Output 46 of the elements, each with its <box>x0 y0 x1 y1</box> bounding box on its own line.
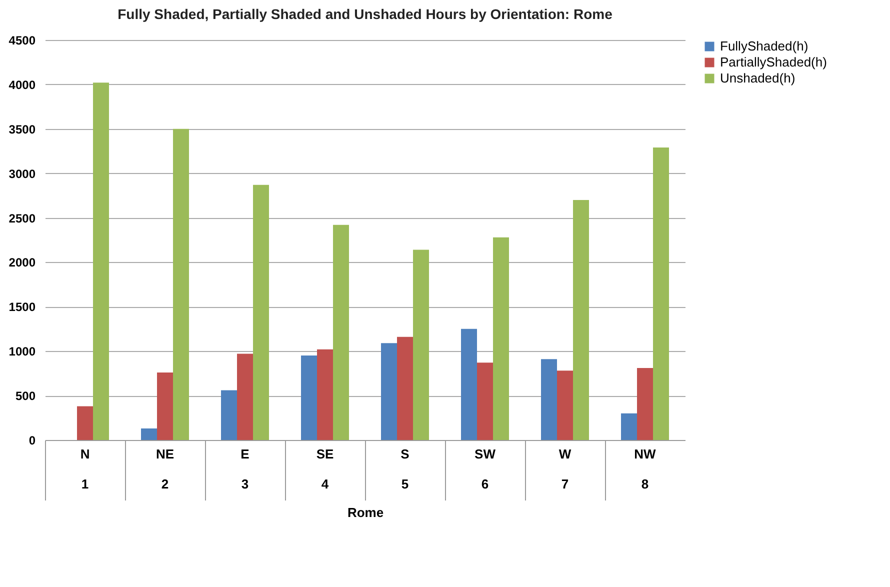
bar <box>493 237 509 440</box>
y-tick-label: 3500 <box>8 122 36 136</box>
x-tick-label: SW 6 <box>474 446 496 492</box>
bar <box>397 336 413 440</box>
bar <box>141 428 157 440</box>
bar <box>93 82 109 440</box>
bar <box>253 184 269 440</box>
bar <box>381 343 397 440</box>
bar <box>173 128 189 440</box>
bar <box>221 390 237 440</box>
bar <box>77 406 93 440</box>
y-tick-label: 2000 <box>8 256 36 270</box>
chart-title: Fully Shaded, Partially Shaded and Unshaded Hours by Orientation: Rome <box>118 6 613 22</box>
bar <box>621 413 637 440</box>
legend-label: Unshaded(h) <box>720 70 796 86</box>
bar <box>333 224 349 440</box>
legend-label: PartiallyShaded(h) <box>720 54 827 70</box>
y-tick-label: 0 <box>28 434 36 448</box>
y-tick-label: 1000 <box>8 344 36 359</box>
y-tick-label: 2500 <box>8 211 36 226</box>
bar <box>237 354 253 440</box>
bar <box>653 148 669 440</box>
bar <box>637 368 653 440</box>
y-tick-label: 3000 <box>8 166 36 181</box>
bar <box>157 372 173 440</box>
x-axis-title: Rome <box>347 505 384 520</box>
y-tick-label: 1500 <box>8 300 36 314</box>
bar <box>557 370 573 440</box>
y-tick-label: 4500 <box>8 34 36 48</box>
x-tick-label: W 7 <box>558 446 572 492</box>
x-tick-label: NE 2 <box>156 446 174 492</box>
bar <box>461 328 477 440</box>
bar <box>477 362 493 440</box>
y-tick-label: 4000 <box>8 78 36 92</box>
bar <box>413 250 429 440</box>
x-tick-label: N 1 <box>80 446 90 492</box>
x-tick-label: S 5 <box>400 446 410 492</box>
bar <box>317 349 333 440</box>
y-tick-label: 500 <box>15 389 36 404</box>
bar <box>541 359 557 440</box>
x-tick-label: NW 8 <box>634 446 657 492</box>
bar <box>573 200 589 440</box>
legend-label: FullyShaded(h) <box>720 38 808 54</box>
bar <box>301 356 317 440</box>
x-tick-label: E 3 <box>240 446 250 492</box>
x-tick-label: SE 4 <box>316 446 334 492</box>
